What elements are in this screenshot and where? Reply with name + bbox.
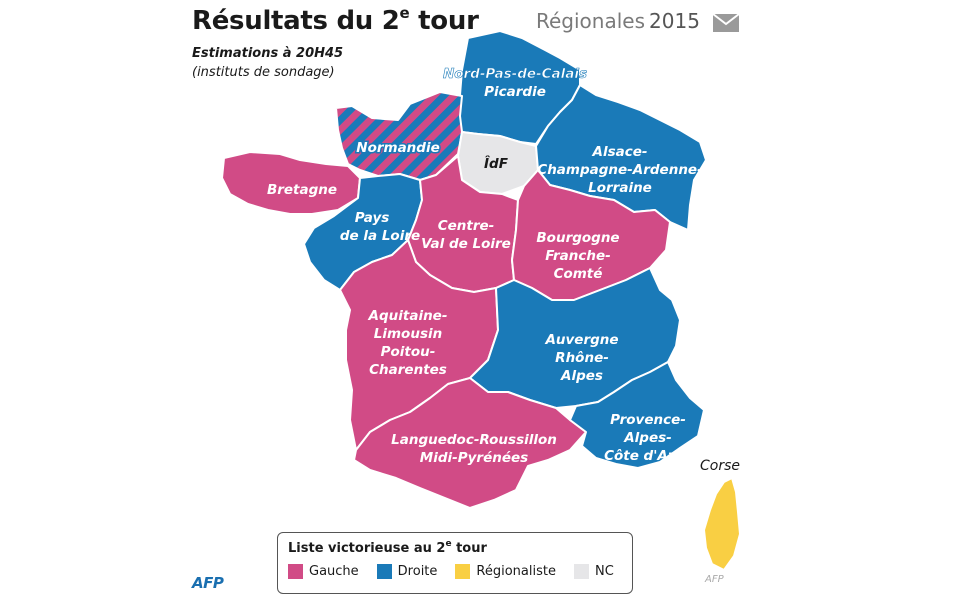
label-picardie: Picardie (484, 84, 546, 100)
series-label: Régionales 2015 (536, 9, 700, 33)
region-languedoc-roussillon-midi-pyrenees (353, 377, 587, 509)
label-languedoc-roussillon: Languedoc-Roussillon (391, 432, 557, 448)
label-poitou: Poitou- (381, 344, 436, 360)
label-limousin: Limousin (374, 326, 442, 342)
label-midi-pyrenees: Midi-Pyrénées (420, 450, 528, 466)
map-subtitle: Estimations à 20H45 (instituts de sondag… (192, 44, 343, 82)
legend-item-nc: NC (573, 564, 614, 579)
label-comte: Comté (554, 266, 603, 282)
map-title: Résultats du 2e tour (192, 4, 479, 36)
label-normandie: Normandie (356, 140, 439, 156)
legend-items: Gauche Droite Régionaliste NC (288, 564, 614, 579)
legend-item-droite: Droite (376, 564, 437, 579)
legend-title: Liste victorieuse au 2e tour (288, 539, 487, 556)
region-bretagne (221, 151, 361, 215)
label-lorraine: Lorraine (588, 180, 652, 196)
legend-item-regionaliste: Régionaliste (455, 564, 556, 579)
afp-logo: AFP (192, 574, 224, 592)
label-nord-pas-de-calais: Nord-Pas-de-Calais (443, 66, 587, 82)
envelope-icon[interactable] (712, 13, 740, 33)
label-rhone: Rhône- (555, 350, 609, 366)
region-provence-alpes-cote-d-azur (569, 361, 705, 469)
label-cote-d-azur: Côte d'Azur (604, 448, 693, 464)
region-normandie (335, 91, 463, 181)
label-de-la-loire: de la Loire (340, 228, 420, 244)
label-provence: Provence- (610, 412, 686, 428)
label-pays: Pays (355, 210, 390, 226)
label-aquitaine: Aquitaine- (368, 308, 448, 324)
label-auvergne: Auvergne (544, 332, 618, 348)
label-bourgogne: Bourgogne (536, 230, 619, 246)
label-alpes: Alpes (560, 368, 603, 384)
label-alsace: Alsace- (592, 144, 648, 160)
label-val-de-loire: Val de Loire (421, 236, 511, 252)
label-centre: Centre- (438, 218, 495, 234)
label-idf: ÎdF (484, 155, 509, 172)
swatch-regionaliste (455, 564, 471, 579)
swatch-droite (376, 564, 392, 579)
label-corse: Corse (700, 458, 741, 474)
label-bretagne: Bretagne (267, 182, 337, 198)
label-charentes: Charentes (369, 362, 447, 378)
subtitle-estimations: Estimations à 20H45 (192, 46, 344, 61)
label-alpes-paca: Alpes- (623, 430, 672, 446)
region-labels: Nord-Pas-de-Calais Picardie Normandie Îd… (267, 66, 703, 466)
region-corse (703, 477, 741, 571)
label-champagne-ardenne: Champagne-Ardenne- (537, 162, 702, 178)
legend-item-gauche: Gauche (288, 564, 359, 579)
legend: Liste victorieuse au 2e tour Gauche Droi… (277, 532, 633, 594)
subtitle-source: (instituts de sondage) (192, 65, 335, 80)
swatch-nc (573, 564, 589, 579)
label-franche: Franche- (545, 248, 611, 264)
afp-credit-small: AFP (705, 574, 724, 585)
swatch-gauche (288, 564, 303, 579)
